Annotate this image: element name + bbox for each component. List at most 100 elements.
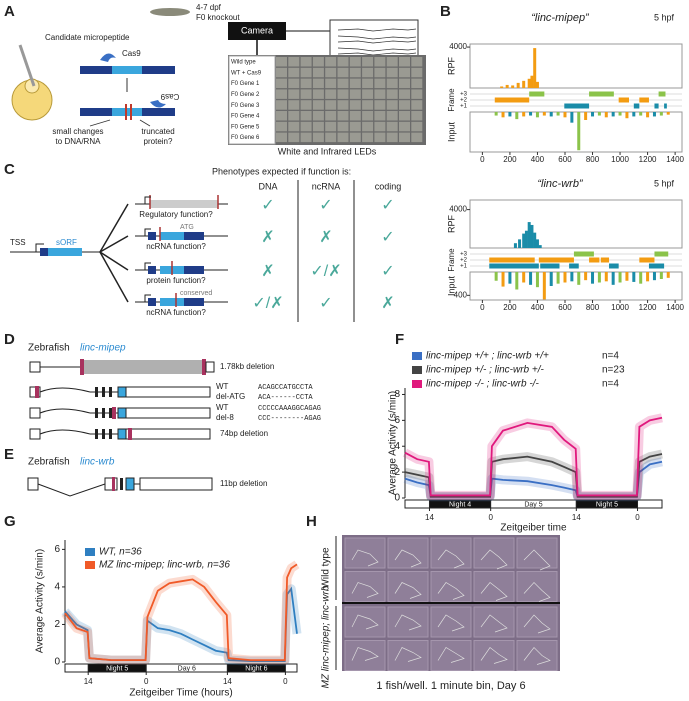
panel-label: C [4, 161, 15, 178]
fish-track [523, 581, 551, 602]
caption: to DNA/RNA [56, 137, 102, 146]
caption: protein? [144, 137, 173, 146]
shape [337, 78, 349, 89]
input-bar [542, 112, 546, 116]
plot-title: “linc-wrb” [537, 178, 584, 190]
legend-entry: linc-mipep -/- ; linc-wrb -/- [426, 379, 539, 390]
orf [540, 263, 560, 269]
series-line [404, 416, 663, 497]
shape [48, 248, 82, 256]
fish [150, 8, 190, 16]
shape [150, 200, 218, 208]
input-bar [535, 272, 539, 288]
x-tick-label: 0 [480, 155, 485, 164]
tss-arrow [35, 243, 44, 252]
caption: 4-7 dpf [196, 3, 222, 12]
shape [117, 386, 127, 398]
shape [386, 100, 398, 110]
note: 74bp deletion [220, 429, 268, 438]
fish-track [394, 582, 422, 599]
sequence: ACAGCCATGCCTA [258, 384, 313, 392]
input-bar [646, 272, 650, 282]
x-tick-label: 1400 [666, 155, 684, 164]
fish-track [523, 614, 551, 634]
input-bar [591, 112, 595, 117]
shape [112, 407, 116, 419]
x-tick-label: 1000 [611, 303, 629, 312]
legend-swatch [412, 352, 422, 360]
fish-track [480, 549, 508, 570]
phenotype-mark: ✓ [261, 197, 274, 214]
rpf-bar [533, 48, 537, 88]
input-bar [563, 112, 567, 118]
shape [300, 67, 312, 78]
shape [300, 132, 312, 143]
shape [288, 78, 300, 89]
shape [40, 248, 48, 256]
input-bar [652, 272, 656, 281]
panel-label: E [4, 446, 14, 463]
shape [276, 132, 287, 143]
trace [337, 40, 417, 44]
tss [144, 196, 151, 204]
orf [609, 263, 619, 269]
shape [411, 78, 423, 89]
shape [27, 477, 39, 491]
orf [654, 103, 659, 109]
shape [374, 111, 386, 121]
input-bar [597, 272, 601, 283]
shape [325, 57, 337, 67]
fish-track [437, 614, 465, 632]
legend-swatch [412, 366, 422, 374]
shape [288, 67, 300, 78]
shape [344, 640, 386, 671]
shape [276, 121, 287, 132]
x-tick-label: 200 [503, 155, 517, 164]
y-tick-label: 4000 [449, 42, 467, 51]
series-line [64, 586, 298, 662]
shape [473, 606, 515, 638]
shape [387, 640, 429, 671]
shape [184, 266, 204, 274]
axis-label: Frame [447, 88, 456, 112]
shape [349, 100, 361, 110]
shape [160, 298, 184, 306]
y-tick-label: 6 [54, 544, 60, 555]
shape [473, 640, 515, 671]
shape [362, 67, 374, 78]
shape [411, 100, 423, 110]
shape [516, 606, 558, 638]
input-bar [529, 272, 533, 285]
x-tick-label: 1000 [611, 155, 629, 164]
orf [639, 257, 655, 263]
sequence: CCCCCAAAGGCAGAG [258, 405, 321, 413]
phenotype-mark: ✓ [381, 229, 394, 246]
header: Phenotypes expected if function is: [212, 166, 351, 176]
shape [205, 361, 215, 373]
input-bar [625, 272, 629, 281]
shape [312, 100, 324, 110]
shape [349, 89, 361, 99]
orf [538, 257, 574, 263]
shape [35, 386, 39, 398]
shape [411, 89, 423, 99]
fish-track [437, 549, 465, 569]
legend-entry: linc-mipep +/- ; linc-wrb +/- [426, 365, 544, 376]
shape [362, 132, 374, 143]
shape [337, 89, 349, 99]
shape [374, 121, 386, 132]
column-label: coding [375, 181, 402, 191]
shape [228, 22, 286, 40]
shape [312, 111, 324, 121]
x-tick-label: 800 [586, 303, 600, 312]
shape [399, 121, 410, 132]
rpf-bar [527, 222, 531, 248]
shape [386, 111, 398, 121]
axis-label: RPF [446, 214, 456, 233]
intron [39, 408, 91, 414]
fish-track [351, 582, 379, 598]
shape [112, 66, 142, 74]
period-label: Day 6 [178, 665, 196, 672]
intron [39, 429, 91, 435]
